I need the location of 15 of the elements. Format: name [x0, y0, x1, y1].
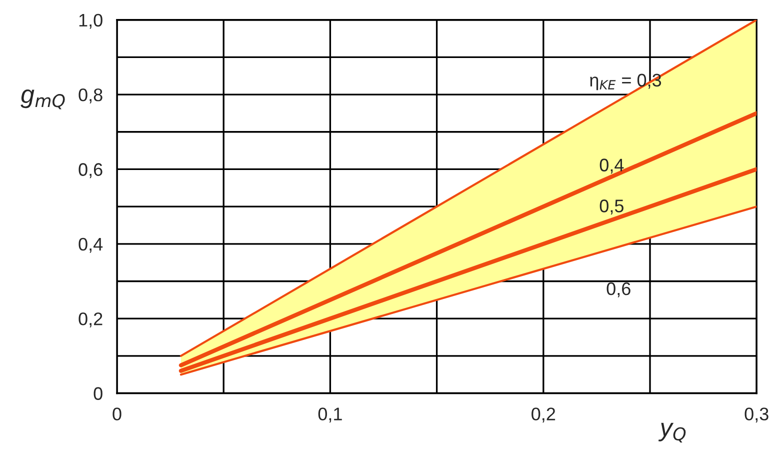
y-tick-label: 0,8 — [78, 88, 102, 104]
y-tick-label: 1,0 — [79, 14, 102, 29]
y-tick-label: 0 — [94, 387, 102, 400]
series-label: 0,4 — [600, 158, 624, 174]
x-tick-label: 0,3 — [744, 408, 768, 423]
series-label: 0,5 — [600, 200, 624, 214]
y-axis-title: g$_{mQ}$ — [20, 89, 65, 110]
y-tick-label: 0,2 — [78, 312, 102, 328]
x-tick-label: 0,1 — [318, 408, 342, 423]
x-tick-label: 0,2 — [532, 408, 556, 423]
x-tick-label: 0 — [112, 408, 122, 420]
y-tick-label: 0,6 — [78, 163, 102, 178]
y-tick-label: 0,4 — [78, 238, 103, 253]
series-label: 0,6 — [606, 282, 630, 298]
x-axis-title: y$_{Q}$ — [658, 422, 686, 442]
